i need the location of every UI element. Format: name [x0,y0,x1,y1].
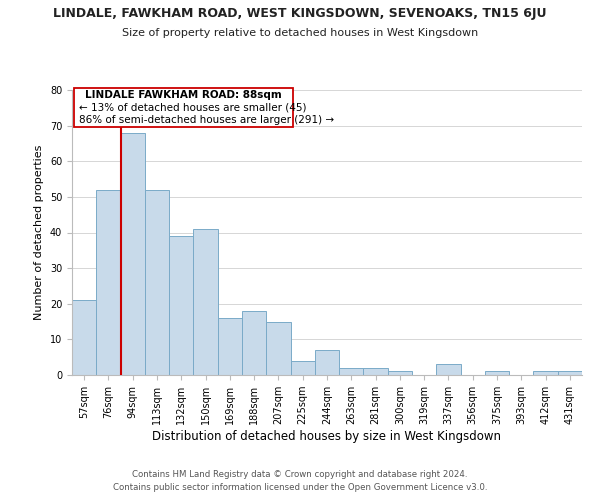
Bar [218,318,242,375]
Bar [242,311,266,375]
Text: LINDALE, FAWKHAM ROAD, WEST KINGSDOWN, SEVENOAKS, TN15 6JU: LINDALE, FAWKHAM ROAD, WEST KINGSDOWN, S… [53,8,547,20]
Bar [558,372,582,375]
Bar [364,368,388,375]
Bar [315,350,339,375]
FancyBboxPatch shape [74,88,293,128]
Bar [193,229,218,375]
Text: Size of property relative to detached houses in West Kingsdown: Size of property relative to detached ho… [122,28,478,38]
X-axis label: Distribution of detached houses by size in West Kingsdown: Distribution of detached houses by size … [152,430,502,443]
Bar [72,300,96,375]
Text: ← 13% of detached houses are smaller (45): ← 13% of detached houses are smaller (45… [79,102,307,112]
Bar [533,372,558,375]
Bar [266,322,290,375]
Bar [96,190,121,375]
Bar [436,364,461,375]
Text: 86% of semi-detached houses are larger (291) →: 86% of semi-detached houses are larger (… [79,116,334,126]
Bar [145,190,169,375]
Bar [339,368,364,375]
Text: Contains HM Land Registry data © Crown copyright and database right 2024.
Contai: Contains HM Land Registry data © Crown c… [113,470,487,492]
Bar [121,132,145,375]
Text: LINDALE FAWKHAM ROAD: 88sqm: LINDALE FAWKHAM ROAD: 88sqm [85,90,282,100]
Bar [485,372,509,375]
Y-axis label: Number of detached properties: Number of detached properties [34,145,44,320]
Bar [290,361,315,375]
Bar [388,372,412,375]
Bar [169,236,193,375]
